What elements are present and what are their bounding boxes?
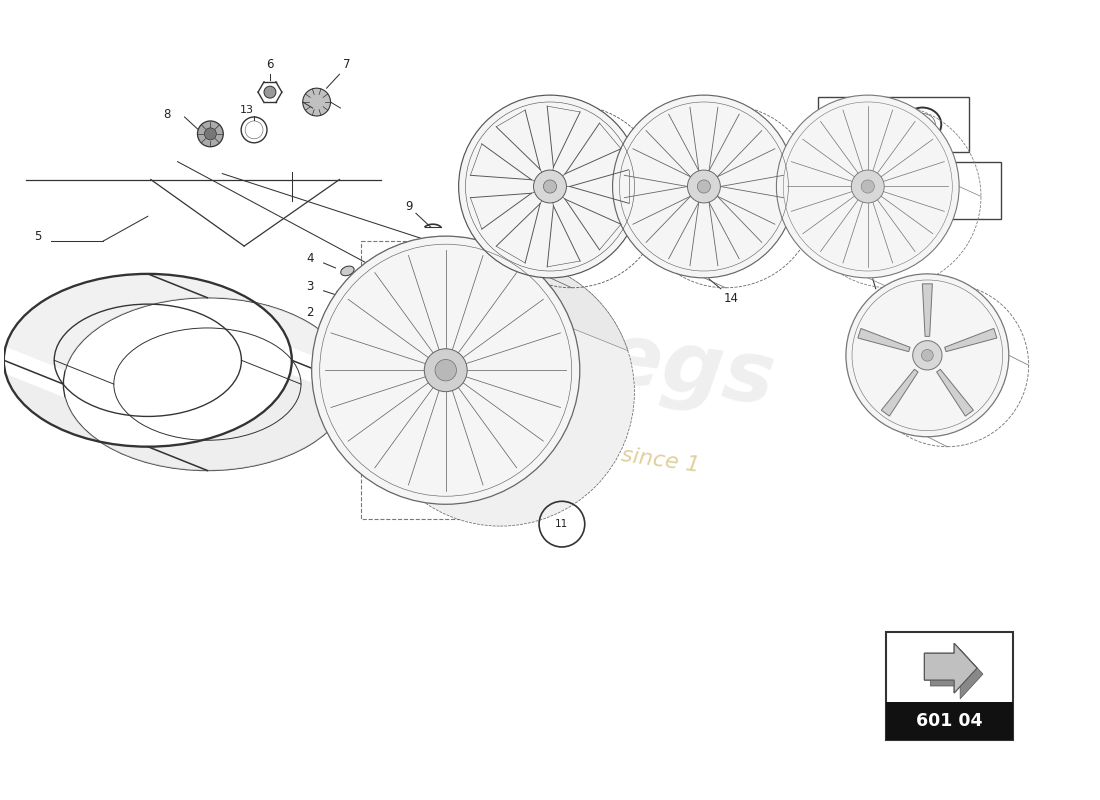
Text: 2: 2 xyxy=(430,485,438,498)
Polygon shape xyxy=(945,329,997,352)
Bar xyxy=(886,702,1013,740)
Polygon shape xyxy=(936,370,974,416)
Polygon shape xyxy=(931,650,983,699)
Text: a passion for parts, since 1: a passion for parts, since 1 xyxy=(399,414,701,475)
Text: 13: 13 xyxy=(240,105,254,115)
Circle shape xyxy=(205,128,217,140)
Ellipse shape xyxy=(913,341,942,370)
Ellipse shape xyxy=(697,180,711,193)
Text: 7: 7 xyxy=(343,58,350,71)
Text: 11: 11 xyxy=(556,519,569,529)
Ellipse shape xyxy=(336,290,343,302)
Text: 6: 6 xyxy=(266,58,274,71)
Polygon shape xyxy=(924,643,977,693)
Polygon shape xyxy=(881,370,918,416)
Text: 3: 3 xyxy=(447,455,454,468)
Ellipse shape xyxy=(861,180,875,193)
Text: 3: 3 xyxy=(306,280,313,294)
Text: 10: 10 xyxy=(878,292,893,306)
Ellipse shape xyxy=(341,301,348,305)
Circle shape xyxy=(264,86,276,98)
Polygon shape xyxy=(6,274,350,370)
Text: 4: 4 xyxy=(306,253,313,266)
Ellipse shape xyxy=(429,466,437,477)
Ellipse shape xyxy=(688,170,720,203)
Polygon shape xyxy=(6,374,350,470)
Ellipse shape xyxy=(940,193,948,198)
Bar xyxy=(818,97,969,152)
Text: 9: 9 xyxy=(405,200,412,213)
Text: 12: 12 xyxy=(354,342,370,355)
Text: 5: 5 xyxy=(34,230,42,242)
Polygon shape xyxy=(318,236,628,350)
Polygon shape xyxy=(858,329,910,352)
Text: 2: 2 xyxy=(306,306,313,319)
Text: 13: 13 xyxy=(836,118,851,131)
Ellipse shape xyxy=(938,174,950,183)
Circle shape xyxy=(198,121,223,146)
Ellipse shape xyxy=(341,266,354,276)
Ellipse shape xyxy=(851,170,884,203)
Text: 601 04: 601 04 xyxy=(916,712,982,730)
Ellipse shape xyxy=(334,318,341,326)
Ellipse shape xyxy=(922,350,933,361)
Ellipse shape xyxy=(444,453,456,462)
Text: 8: 8 xyxy=(163,107,170,121)
Ellipse shape xyxy=(366,258,635,526)
Ellipse shape xyxy=(302,88,330,116)
Text: euroPegs: euroPegs xyxy=(320,278,780,423)
Polygon shape xyxy=(924,643,977,693)
Ellipse shape xyxy=(543,180,557,193)
Circle shape xyxy=(382,354,392,363)
Circle shape xyxy=(374,346,398,370)
Ellipse shape xyxy=(311,236,580,504)
Polygon shape xyxy=(922,284,933,336)
Text: 14: 14 xyxy=(723,292,738,306)
Text: 4: 4 xyxy=(469,435,476,448)
Ellipse shape xyxy=(459,95,641,278)
Bar xyxy=(850,162,1001,219)
Ellipse shape xyxy=(777,95,959,278)
Text: 1: 1 xyxy=(872,339,880,352)
Ellipse shape xyxy=(613,95,795,278)
Bar xyxy=(886,632,1013,740)
Text: 9: 9 xyxy=(515,282,522,295)
Text: 15: 15 xyxy=(498,213,513,226)
Ellipse shape xyxy=(534,170,566,203)
Circle shape xyxy=(434,359,456,381)
Circle shape xyxy=(425,349,468,392)
Ellipse shape xyxy=(846,274,1009,437)
Text: 11: 11 xyxy=(868,184,883,197)
Ellipse shape xyxy=(420,487,426,495)
